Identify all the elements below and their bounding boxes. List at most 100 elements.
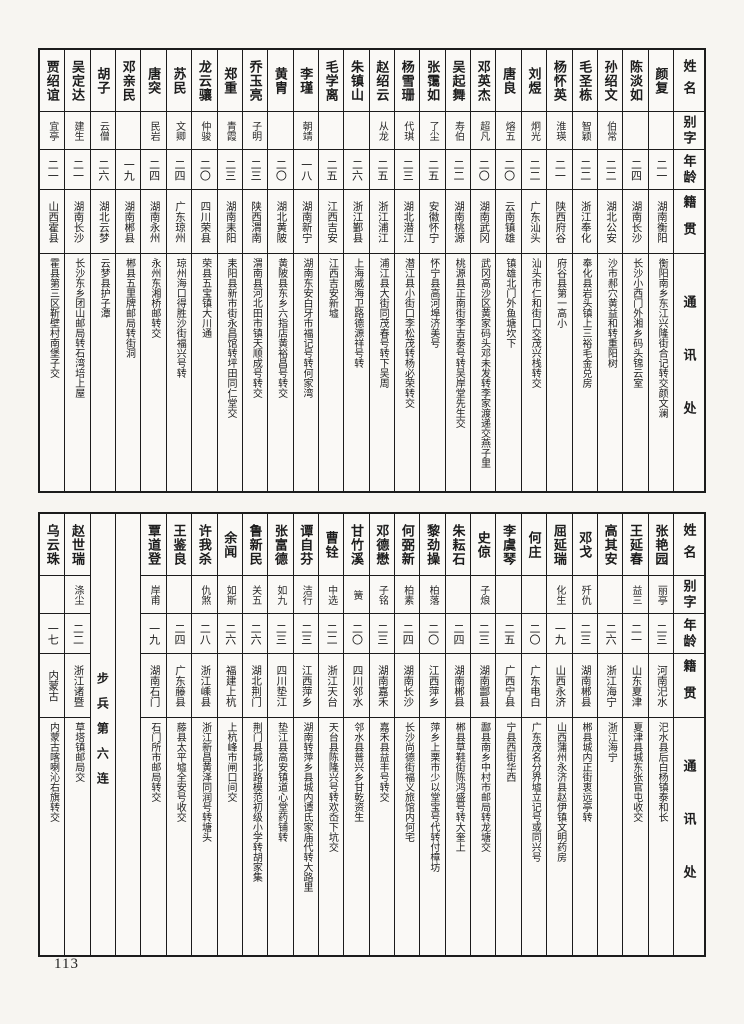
address-cell-text: 沙市郝穴黄益和转重阳树	[605, 258, 617, 368]
origin-cell-text: 广西宁县	[503, 664, 515, 707]
name-cell: 苏民	[166, 50, 192, 112]
origin-cell: 湖北云梦	[90, 190, 116, 254]
origin-cell-text: 湖北潜江	[402, 200, 414, 243]
address-cell-text: 嘉禾县益丰号转交	[377, 722, 389, 802]
age-cell-text: 二四	[172, 158, 185, 181]
name-cell: 邓亲民	[116, 50, 141, 112]
origin-cell-text: 内蒙古	[47, 669, 59, 702]
address-cell: 夏津县城东张官屯收交	[623, 718, 647, 955]
address-cell-text: 酃县南乡中村市邮局转龙塘交	[478, 722, 490, 852]
address-cell-text: 黄陂县东乡六指店黄裕昌号转交	[275, 258, 287, 398]
zi-cell	[648, 112, 673, 150]
age-cell-text: 二〇	[502, 158, 515, 181]
age-cell-text: 二〇	[350, 622, 363, 645]
name-cell: 朱耘石	[445, 514, 471, 576]
zi-cell-text: 青霞	[224, 120, 236, 141]
origin-cell-text: 湖南桃源	[452, 200, 464, 243]
name-cell-text: 黄胄	[272, 66, 288, 95]
zi-cell-text: 代琪	[401, 120, 413, 141]
origin-cell-text: 云南镇雄	[503, 200, 515, 243]
origin-cell-text: 山西霍县	[47, 200, 59, 243]
origin-cell: 湖南衡阳	[648, 190, 673, 254]
age-cell-text: 二六	[223, 622, 236, 645]
origin-cell: 湖南长沙	[395, 654, 420, 718]
origin-cell-text: 浙江嵊县	[199, 664, 211, 707]
origin-cell-text: 四川垫江	[275, 664, 287, 707]
entry-column: 杨怀英 淮瑛 二一 陕西府谷 府谷县第一高小	[546, 50, 572, 491]
name-cell-text: 王延春	[627, 523, 643, 566]
entry-column: 黎劲操 柏落 二〇 江西萍乡 萍乡上栗市少以堂宝号代转付樟坊	[419, 514, 445, 955]
origin-cell-text: 浙江浦江	[376, 200, 388, 243]
address-cell: 天台县陈隆兴号转欢岙下坑交	[319, 718, 343, 955]
name-cell: 唐良	[496, 50, 521, 112]
age-cell-text: 二六	[96, 158, 109, 181]
zi-cell-text: 仲骏	[198, 120, 210, 141]
age-cell-text: 二三	[654, 622, 667, 645]
address-cell-text: 怀宁县高河埠济美号	[427, 258, 439, 348]
name-cell: 鲁新民	[242, 514, 268, 576]
age-cell-text: 二一	[629, 622, 642, 645]
origin-cell: 湖南石门	[141, 654, 166, 718]
name-cell-text: 高其安	[602, 523, 618, 566]
address-cell-text: 邻水县普兴乡甘乾资生	[351, 722, 363, 822]
origin-cell-text: 湖南嘉禾	[376, 664, 388, 707]
entry-column: 苏民 文卿 二四 广东琼州 琼州海口得胜沙街福兴号转	[165, 50, 192, 491]
name-cell: 赵世瑞	[65, 514, 90, 576]
zi-cell: 宜亭	[40, 112, 65, 150]
address-cell-text: 荣县五宝镇大川通	[199, 258, 211, 338]
zi-cell: 涤尘	[65, 576, 90, 614]
zi-cell: 关五	[242, 576, 268, 614]
address-cell: 府谷县第一高小	[547, 254, 571, 491]
name-cell-text: 覃道登	[146, 523, 162, 566]
origin-cell-text: 湖南长沙	[72, 200, 84, 243]
address-cell: 荆门县城北路模范初级小学转胡家集	[243, 718, 267, 955]
age-cell: 二五	[420, 150, 445, 190]
origin-cell: 福建上杭	[217, 654, 242, 718]
entry-column: 张艳园 丽亭 二三 河南汜水 汜水县后白杨镇泰和长	[647, 514, 673, 955]
zi-cell-text: 宜亭	[46, 120, 58, 141]
origin-cell: 广东电白	[521, 654, 547, 718]
name-cell-text: 贾绍谊	[44, 59, 60, 102]
name-cell-text: 邓亲民	[120, 59, 136, 102]
entry-column: 覃道登 岸甫 一九 湖南石门 石门所市邮局转交	[140, 514, 166, 955]
origin-cell-text: 陕西府谷	[554, 200, 566, 243]
age-cell-text: 二五	[325, 158, 338, 181]
address-cell: 郴县城内正街衷远亭转	[573, 718, 597, 955]
name-cell: 屈延瑞	[547, 514, 572, 576]
zi-cell	[496, 576, 521, 614]
empty-cell	[116, 514, 140, 955]
zi-cell-text: 熔五	[503, 120, 515, 141]
zi-cell: 益三	[623, 576, 648, 614]
zi-cell-text: 朝靖	[300, 120, 312, 141]
zi-cell: 岸甫	[141, 576, 166, 614]
address-cell: 藤县太平墟全安号收交	[167, 718, 191, 955]
address-cell-text: 郴县城内正街衷远亭转	[579, 722, 591, 822]
name-cell-text: 杨怀英	[551, 59, 567, 102]
address-cell: 石门所市邮局转交	[141, 718, 165, 955]
age-cell: 二三	[395, 150, 420, 190]
zi-cell: 文卿	[166, 112, 192, 150]
entry-column: 邓戈 歼仇 二三 湖南郴县 郴县城内正街衷远亭转	[571, 514, 597, 955]
name-cell-text: 郑重	[222, 66, 238, 95]
age-cell: 二二	[65, 614, 90, 654]
age-cell-text: 二一	[71, 158, 84, 181]
zi-cell: 簧	[344, 576, 369, 614]
entry-column: 颜复 二一 湖南衡阳 衡阳南乡东江兴隆街合记转交颜文澜	[647, 50, 673, 491]
zi-cell-text: 淮瑛	[553, 120, 565, 141]
address-cell-text: 长沙小西门外湘乡码头锦云室	[630, 258, 642, 388]
address-cell: 浦江县大街同茂春号转下吴周	[370, 254, 394, 491]
entry-column: 刘煜 炯光 二二 广东汕头 汕头市仁和街口交茂兴栈转交	[520, 50, 547, 491]
name-cell-text: 乌云珠	[44, 523, 60, 566]
name-cell-text: 甘竹溪	[349, 523, 364, 566]
zi-cell: 伯常	[597, 112, 623, 150]
age-cell: 二五	[369, 150, 395, 190]
zi-cell: 炯光	[521, 112, 547, 150]
age-cell: 二三	[242, 150, 268, 190]
name-cell-text: 张艳园	[653, 523, 669, 566]
age-cell-text: 二三	[274, 622, 287, 645]
name-cell-text: 苏民	[171, 66, 187, 95]
address-cell-text: 宁县西街华西	[503, 722, 515, 782]
age-cell: 二四	[166, 150, 192, 190]
origin-cell-text: 浙江海宁	[605, 664, 617, 707]
name-cell: 余闻	[217, 514, 242, 576]
